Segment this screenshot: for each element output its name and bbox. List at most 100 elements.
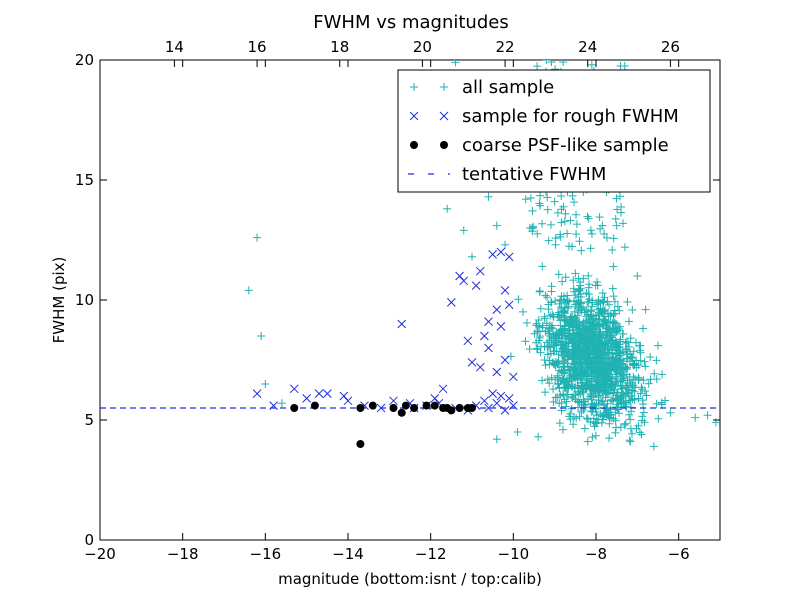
point-all-sample bbox=[551, 297, 560, 306]
top-axis-tick-label: 22 bbox=[496, 38, 515, 56]
point-all-sample bbox=[577, 246, 586, 255]
point-all-sample bbox=[587, 311, 596, 320]
point-all-sample bbox=[565, 376, 574, 385]
point-all-sample bbox=[555, 312, 564, 321]
point-all-sample bbox=[605, 328, 614, 337]
point-psf-sample bbox=[397, 408, 406, 417]
x-tick-label: −8 bbox=[585, 545, 607, 563]
top-axis-tick-label: 14 bbox=[165, 38, 184, 56]
point-all-sample bbox=[583, 212, 592, 221]
point-all-sample bbox=[541, 388, 550, 397]
legend-entry: coarse PSF-like sample bbox=[410, 135, 669, 156]
point-all-sample bbox=[623, 297, 632, 306]
point-all-sample bbox=[563, 229, 572, 238]
point-all-sample bbox=[650, 369, 659, 378]
point-all-sample bbox=[625, 436, 634, 445]
point-all-sample bbox=[571, 369, 580, 378]
chart-title: FWHM vs magnitudes bbox=[313, 12, 508, 33]
point-all-sample bbox=[577, 370, 586, 379]
point-all-sample bbox=[598, 297, 607, 306]
point-all-sample bbox=[590, 334, 599, 343]
point-all-sample bbox=[608, 284, 617, 293]
point-all-sample bbox=[572, 414, 581, 423]
point-psf-sample bbox=[368, 401, 377, 410]
point-all-sample bbox=[611, 342, 620, 351]
point-rough-sample bbox=[475, 266, 485, 276]
point-all-sample bbox=[609, 353, 618, 362]
point-all-sample bbox=[591, 311, 600, 320]
point-all-sample bbox=[594, 295, 603, 304]
point-all-sample bbox=[535, 199, 544, 208]
point-all-sample bbox=[621, 419, 630, 428]
point-all-sample bbox=[572, 220, 581, 229]
point-all-sample bbox=[553, 371, 562, 380]
point-all-sample bbox=[526, 194, 535, 203]
y-tick-label: 0 bbox=[84, 531, 94, 549]
point-all-sample bbox=[601, 334, 610, 343]
point-all-sample bbox=[551, 240, 560, 249]
point-all-sample bbox=[624, 410, 633, 419]
point-psf-sample bbox=[401, 401, 410, 410]
point-all-sample bbox=[538, 219, 547, 228]
point-all-sample bbox=[627, 391, 636, 400]
point-all-sample bbox=[598, 415, 607, 424]
point-all-sample bbox=[560, 217, 569, 226]
point-all-sample bbox=[624, 338, 633, 347]
point-all-sample bbox=[666, 408, 675, 417]
point-all-sample bbox=[652, 399, 661, 408]
point-all-sample bbox=[620, 420, 629, 429]
point-all-sample bbox=[586, 382, 595, 391]
point-all-sample bbox=[652, 356, 661, 365]
point-all-sample bbox=[574, 353, 583, 362]
point-all-sample bbox=[621, 364, 630, 373]
legend-entry: all sample bbox=[410, 77, 554, 98]
point-all-sample bbox=[612, 327, 621, 336]
point-all-sample bbox=[459, 226, 468, 235]
point-all-sample bbox=[573, 303, 582, 312]
point-all-sample bbox=[620, 243, 629, 252]
legend-marker-x-icon bbox=[439, 111, 449, 121]
legend-label: coarse PSF-like sample bbox=[462, 135, 669, 156]
point-all-sample bbox=[579, 347, 588, 356]
point-all-sample bbox=[552, 346, 561, 355]
point-all-sample bbox=[518, 307, 527, 316]
point-all-sample bbox=[492, 221, 501, 230]
point-all-sample bbox=[533, 229, 542, 238]
point-all-sample bbox=[556, 230, 565, 239]
point-all-sample bbox=[626, 424, 635, 433]
point-all-sample bbox=[626, 349, 635, 358]
point-all-sample bbox=[613, 302, 622, 311]
point-rough-sample bbox=[446, 298, 456, 307]
point-all-sample bbox=[547, 60, 556, 67]
point-all-sample bbox=[657, 398, 666, 407]
point-all-sample bbox=[553, 393, 562, 402]
point-rough-sample bbox=[488, 389, 498, 398]
point-rough-sample bbox=[504, 300, 514, 310]
point-all-sample bbox=[600, 293, 609, 302]
point-rough-sample bbox=[475, 362, 485, 372]
point-all-sample bbox=[501, 240, 510, 249]
point-all-sample bbox=[611, 214, 620, 223]
point-psf-sample bbox=[290, 404, 299, 412]
point-all-sample bbox=[253, 233, 262, 242]
point-all-sample bbox=[591, 431, 600, 440]
point-all-sample bbox=[644, 379, 653, 388]
point-rough-sample bbox=[322, 389, 332, 398]
point-all-sample bbox=[583, 307, 592, 316]
point-all-sample bbox=[622, 337, 631, 346]
point-all-sample bbox=[521, 195, 530, 204]
point-all-sample bbox=[545, 336, 554, 345]
point-all-sample bbox=[261, 380, 270, 388]
point-all-sample bbox=[570, 364, 579, 373]
point-all-sample bbox=[566, 318, 575, 327]
x-tick-label: −12 bbox=[415, 545, 447, 563]
point-rough-sample bbox=[438, 384, 448, 394]
point-all-sample bbox=[598, 370, 607, 379]
point-all-sample bbox=[611, 428, 620, 437]
legend-marker-dot-icon bbox=[410, 141, 418, 149]
point-all-sample bbox=[639, 408, 648, 417]
point-all-sample bbox=[569, 284, 578, 293]
point-all-sample bbox=[529, 222, 538, 231]
point-all-sample bbox=[547, 282, 556, 291]
point-all-sample bbox=[535, 287, 544, 296]
